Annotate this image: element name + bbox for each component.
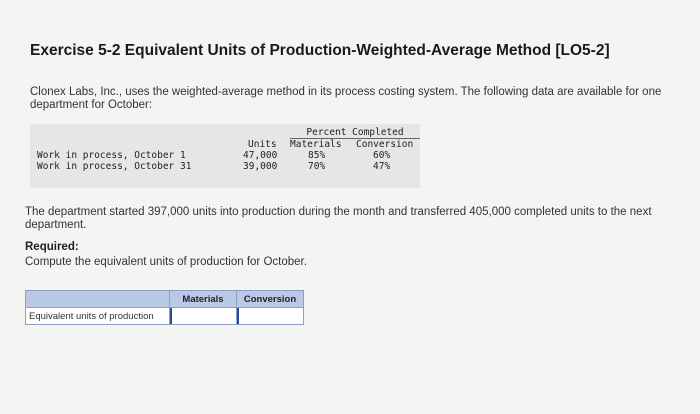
wip-materials-value: 70% (308, 161, 326, 172)
wip-conversion-value: 47% (373, 161, 391, 172)
units-column-header: Units (248, 139, 277, 150)
wip-conversion-value: 60% (373, 150, 391, 161)
materials-answer-cell (169, 307, 237, 325)
intro-text: Clonex Labs, Inc., uses the weighted-ave… (30, 86, 662, 111)
conversion-column-header: Conversion (356, 139, 414, 150)
wip-materials-value: 85% (308, 150, 326, 161)
percent-completed-header: Percent Completed (290, 127, 420, 139)
materials-input[interactable] (170, 308, 236, 324)
answer-header-row: Materials Conversion (25, 290, 304, 308)
required-text: Compute the equivalent units of producti… (25, 256, 307, 268)
materials-column-header: Materials (290, 139, 342, 150)
materials-header: Materials (169, 290, 237, 308)
answer-header-blank (25, 290, 170, 308)
conversion-answer-cell (236, 307, 304, 325)
conversion-header: Conversion (236, 290, 304, 308)
answer-table: Materials Conversion Equivalent units of… (25, 290, 304, 325)
answer-row: Equivalent units of production (25, 307, 304, 325)
conversion-input[interactable] (237, 308, 303, 324)
required-label: Required: (25, 241, 79, 253)
production-narrative: The department started 397,000 units int… (25, 206, 652, 231)
wip-data-table: Percent Completed Units Materials Conver… (30, 124, 420, 188)
wip-row-label: Work in process, October 31 (37, 161, 192, 172)
wip-units-value: 47,000 (243, 150, 278, 161)
wip-row-label: Work in process, October 1 (37, 150, 186, 161)
equivalent-units-label: Equivalent units of production (25, 307, 170, 325)
exercise-title: Exercise 5-2 Equivalent Units of Product… (30, 42, 610, 59)
wip-units-value: 39,000 (243, 161, 278, 172)
